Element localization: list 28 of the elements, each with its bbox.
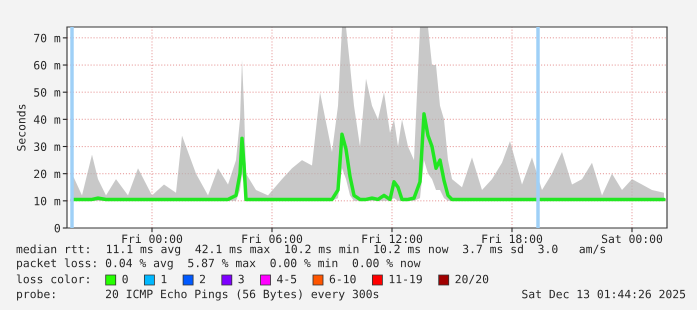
y-tick-label: 60 m: [34, 60, 60, 70]
text: 11-19: [390, 274, 422, 284]
text: 4-5: [277, 274, 296, 284]
text: 2: [200, 274, 205, 284]
x-tick-label: Fri 00:00: [122, 234, 182, 244]
y-tick-label: 10 m: [34, 196, 60, 206]
text: Sat Dec 13 01:44:26 2025: [522, 290, 686, 298]
y-tick-label: 50 m: [34, 88, 60, 97]
text: 20/20: [456, 274, 488, 284]
text: 11.1 ms avg 42.1 ms max 10.2 ms min 10.2 ms now 3.7 ms sd 3.0 am/s: [107, 244, 606, 256]
y-axis-title: Seconds: [16, 104, 26, 151]
y-tick-label: 70 m: [34, 34, 60, 42]
y-tick-label: 20 m: [34, 170, 60, 178]
x-tick-label: Fri 06:00: [242, 234, 302, 244]
y-tick-label: 30 m: [34, 142, 60, 152]
y-tick-label: 40 m: [34, 115, 60, 124]
text: median rtt:: [16, 244, 89, 254]
text: 0: [122, 274, 128, 284]
text: packet loss: 0.04 % avg 5.87 % max 0.00 % min 0.00 % now: [17, 258, 421, 270]
x-tick-label: Fri 18:00: [482, 234, 542, 244]
text: probe: 20 ICMP Echo Pings (56 Bytes) every 300s: [17, 289, 378, 301]
x-tick-label: Sat 00:00: [602, 234, 662, 244]
y-tick-label: 0: [54, 224, 60, 233]
text: loss color:: [16, 274, 89, 284]
x-tick-label: Fri 12:00: [362, 234, 422, 244]
text: 3: [238, 274, 244, 284]
text: 1: [162, 274, 166, 284]
text: 6-10: [330, 274, 356, 284]
